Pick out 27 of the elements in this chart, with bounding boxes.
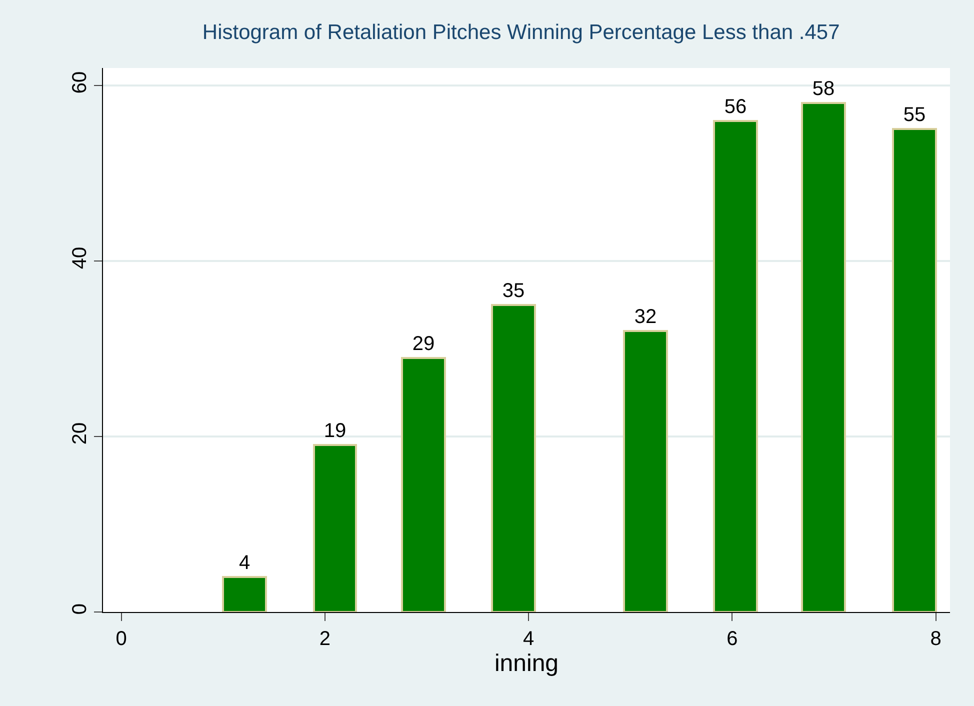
bar — [222, 576, 267, 612]
bar — [801, 102, 846, 612]
data-label: 32 — [634, 306, 657, 328]
bar — [313, 444, 357, 612]
bar — [491, 304, 536, 612]
data-label: 55 — [903, 104, 926, 126]
y-tick-label: 0 — [69, 603, 91, 615]
y-tick-label: 20 — [69, 422, 91, 445]
data-label: 19 — [324, 420, 346, 442]
bar — [623, 330, 668, 612]
x-tick-label: 0 — [116, 628, 127, 650]
y-tick-label: 60 — [69, 71, 91, 94]
data-label: 56 — [724, 96, 747, 118]
bar — [401, 357, 446, 612]
x-tick-label: 8 — [930, 628, 942, 650]
bar — [892, 128, 937, 612]
data-label: 58 — [812, 78, 835, 100]
x-tick-label: 6 — [726, 628, 738, 650]
x-axis-title: inning — [494, 650, 559, 677]
x-tick-label: 4 — [522, 628, 534, 650]
data-label: 29 — [412, 333, 435, 355]
x-tick-label: 2 — [319, 628, 330, 650]
data-label: 4 — [238, 552, 250, 574]
y-tick-label: 40 — [69, 246, 91, 270]
chart-title: Histogram of Retaliation Pitches Winning Percentage Less than .457 — [202, 21, 840, 44]
data-label: 35 — [502, 280, 525, 302]
bar — [713, 120, 758, 612]
